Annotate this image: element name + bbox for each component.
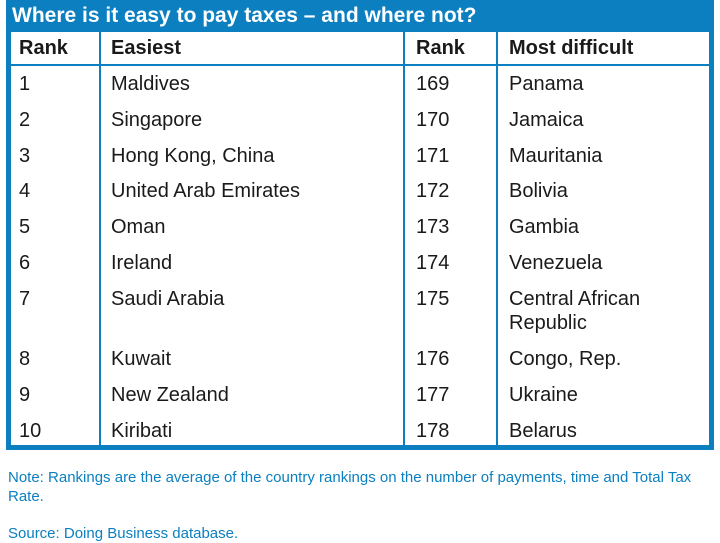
rank-easiest-cell: 4	[19, 180, 31, 202]
difficult-country-cell: Bolivia	[509, 180, 568, 202]
rankings-table	[6, 32, 714, 450]
source-note: Source: Doing Business database.	[8, 525, 239, 542]
difficult-country-cell: Mauritania	[509, 145, 603, 167]
column-divider	[496, 32, 498, 445]
rank-difficult-cell: 175	[416, 288, 450, 310]
easiest-country-cell: Ireland	[111, 252, 173, 274]
rank-easiest-cell: 10	[19, 420, 42, 442]
column-divider	[403, 32, 405, 445]
table-title: Where is it easy to pay taxes – and wher…	[6, 0, 714, 32]
easiest-country-cell: Kuwait	[111, 348, 172, 370]
rank-difficult-cell: 177	[416, 384, 450, 406]
difficult-country-cell: Belarus	[509, 420, 577, 442]
header-easiest: Easiest	[111, 37, 182, 59]
rank-difficult-cell: 178	[416, 420, 450, 442]
header-most-difficult: Most difficult	[509, 37, 634, 59]
easiest-country-cell: United Arab Emirates	[111, 180, 300, 202]
header-divider	[11, 64, 709, 66]
rank-difficult-cell: 172	[416, 180, 450, 202]
difficult-country-cell: Central African	[509, 288, 641, 310]
rank-difficult-cell: 170	[416, 109, 450, 131]
easiest-country-cell: Hong Kong, China	[111, 145, 275, 167]
difficult-country-cell-line2: Republic	[509, 312, 587, 334]
difficult-country-cell: Gambia	[509, 216, 580, 238]
difficult-country-cell: Ukraine	[509, 384, 578, 406]
rank-easiest-cell: 6	[19, 252, 31, 274]
rank-easiest-cell: 2	[19, 109, 31, 131]
rank-easiest-cell: 5	[19, 216, 31, 238]
rank-difficult-cell: 176	[416, 348, 450, 370]
easiest-country-cell: New Zealand	[111, 384, 229, 406]
difficult-country-cell: Venezuela	[509, 252, 603, 274]
header-rank-easiest: Rank	[19, 37, 68, 59]
easiest-country-cell: Oman	[111, 216, 166, 238]
rank-easiest-cell: 7	[19, 288, 31, 310]
rank-easiest-cell: 3	[19, 145, 31, 167]
rank-easiest-cell: 8	[19, 348, 31, 370]
easiest-country-cell: Maldives	[111, 73, 190, 95]
rank-difficult-cell: 169	[416, 73, 450, 95]
difficult-country-cell: Congo, Rep.	[509, 348, 622, 370]
easiest-country-cell: Saudi Arabia	[111, 288, 225, 310]
header-rank-most-difficult: Rank	[416, 37, 465, 59]
easiest-country-cell: Singapore	[111, 109, 203, 131]
difficult-country-cell: Panama	[509, 73, 584, 95]
rank-easiest-cell: 1	[19, 73, 31, 95]
rank-difficult-cell: 173	[416, 216, 450, 238]
rank-easiest-cell: 9	[19, 384, 31, 406]
column-divider	[99, 32, 101, 445]
easiest-country-cell: Kiribati	[111, 420, 173, 442]
rank-difficult-cell: 174	[416, 252, 450, 274]
footnote: Note: Rankings are the average of the co…	[8, 469, 692, 505]
rank-difficult-cell: 171	[416, 145, 450, 167]
difficult-country-cell: Jamaica	[509, 109, 584, 131]
